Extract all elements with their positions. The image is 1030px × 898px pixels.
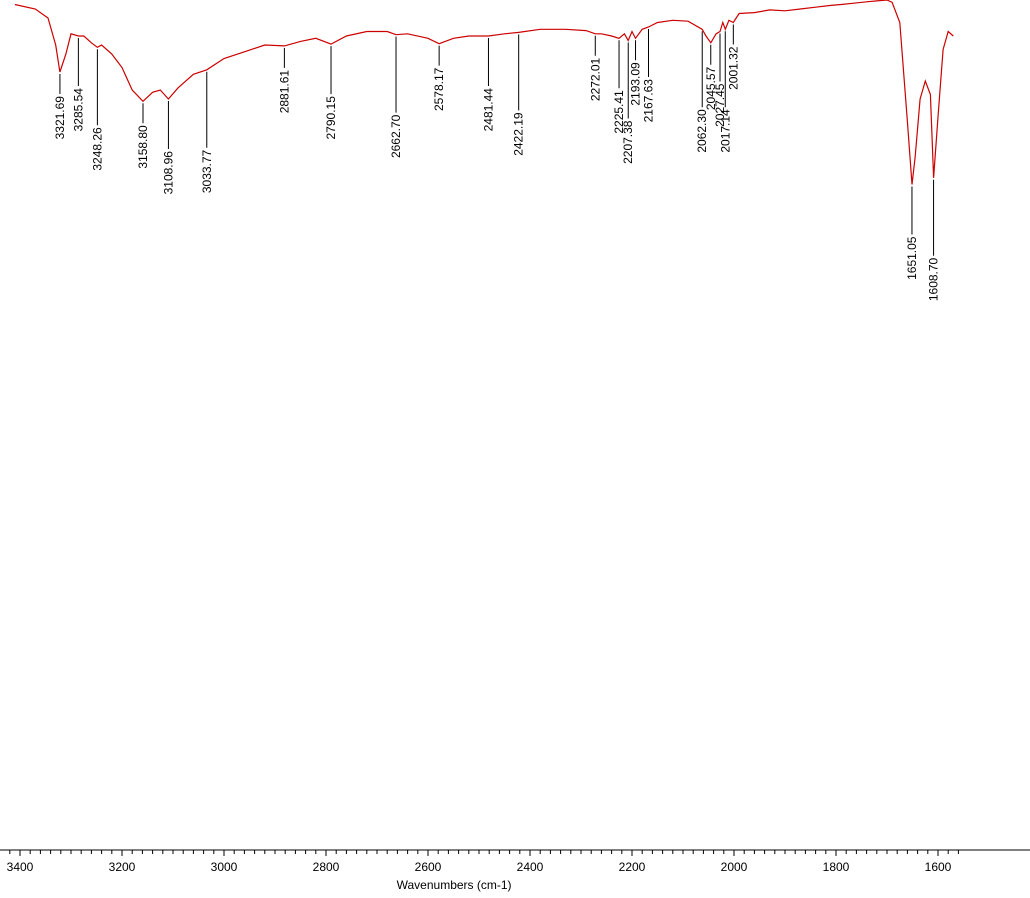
x-tick-label: 1600 — [925, 860, 952, 874]
peak-label: 2017.14 — [718, 109, 732, 153]
peak-label: 3248.26 — [90, 127, 104, 171]
x-tick-label: 1800 — [823, 860, 850, 874]
peak-label: 1651.05 — [905, 236, 919, 280]
peak-label: 2062.30 — [695, 109, 709, 153]
peak-label: 3158.80 — [136, 125, 150, 169]
peak-label: 2881.61 — [277, 70, 291, 114]
x-tick-label: 2200 — [619, 860, 646, 874]
peak-label: 2207.38 — [621, 120, 635, 164]
peak-label: 3285.54 — [71, 88, 85, 132]
spectrum-line — [14, 0, 954, 185]
x-tick-label: 3400 — [7, 860, 34, 874]
peak-label: 2578.17 — [432, 67, 446, 111]
peak-label: 2422.19 — [512, 112, 526, 156]
peak-label: 2272.01 — [588, 57, 602, 101]
peak-label: 2481.44 — [481, 88, 495, 132]
peak-label: 2045.57 — [704, 66, 718, 110]
x-tick-label: 2400 — [517, 860, 544, 874]
peak-label: 3321.69 — [53, 96, 67, 140]
peak-label-layer: 3321.69 3285.54 3248.26 3158.80 3108.96 3033.… — [53, 24, 941, 301]
peak-label: 3033.77 — [200, 149, 214, 193]
x-tick-label: 3200 — [109, 860, 136, 874]
peak-label: 2193.09 — [629, 62, 643, 106]
x-tick-label: 3000 — [211, 860, 238, 874]
x-tick-label: 2800 — [313, 860, 340, 874]
peak-label: 2167.63 — [642, 79, 656, 123]
peak-label: 2662.70 — [389, 114, 403, 158]
x-axis: 3400 3200 3000 2800 2600 2400 2200 2000 1800 1600 — [0, 849, 1030, 874]
peak-label: 2225.41 — [612, 90, 626, 134]
x-axis-label: Wavenumbers (cm-1) — [396, 878, 512, 892]
peak-label: 2001.32 — [726, 46, 740, 90]
peak-label: 2790.15 — [324, 96, 338, 140]
x-tick-label: 2600 — [415, 860, 442, 874]
peak-label: 2027.45 — [713, 83, 727, 127]
peak-label: 1608.70 — [927, 257, 941, 301]
x-tick-label: 2000 — [721, 860, 748, 874]
peak-label: 3108.96 — [161, 151, 175, 195]
